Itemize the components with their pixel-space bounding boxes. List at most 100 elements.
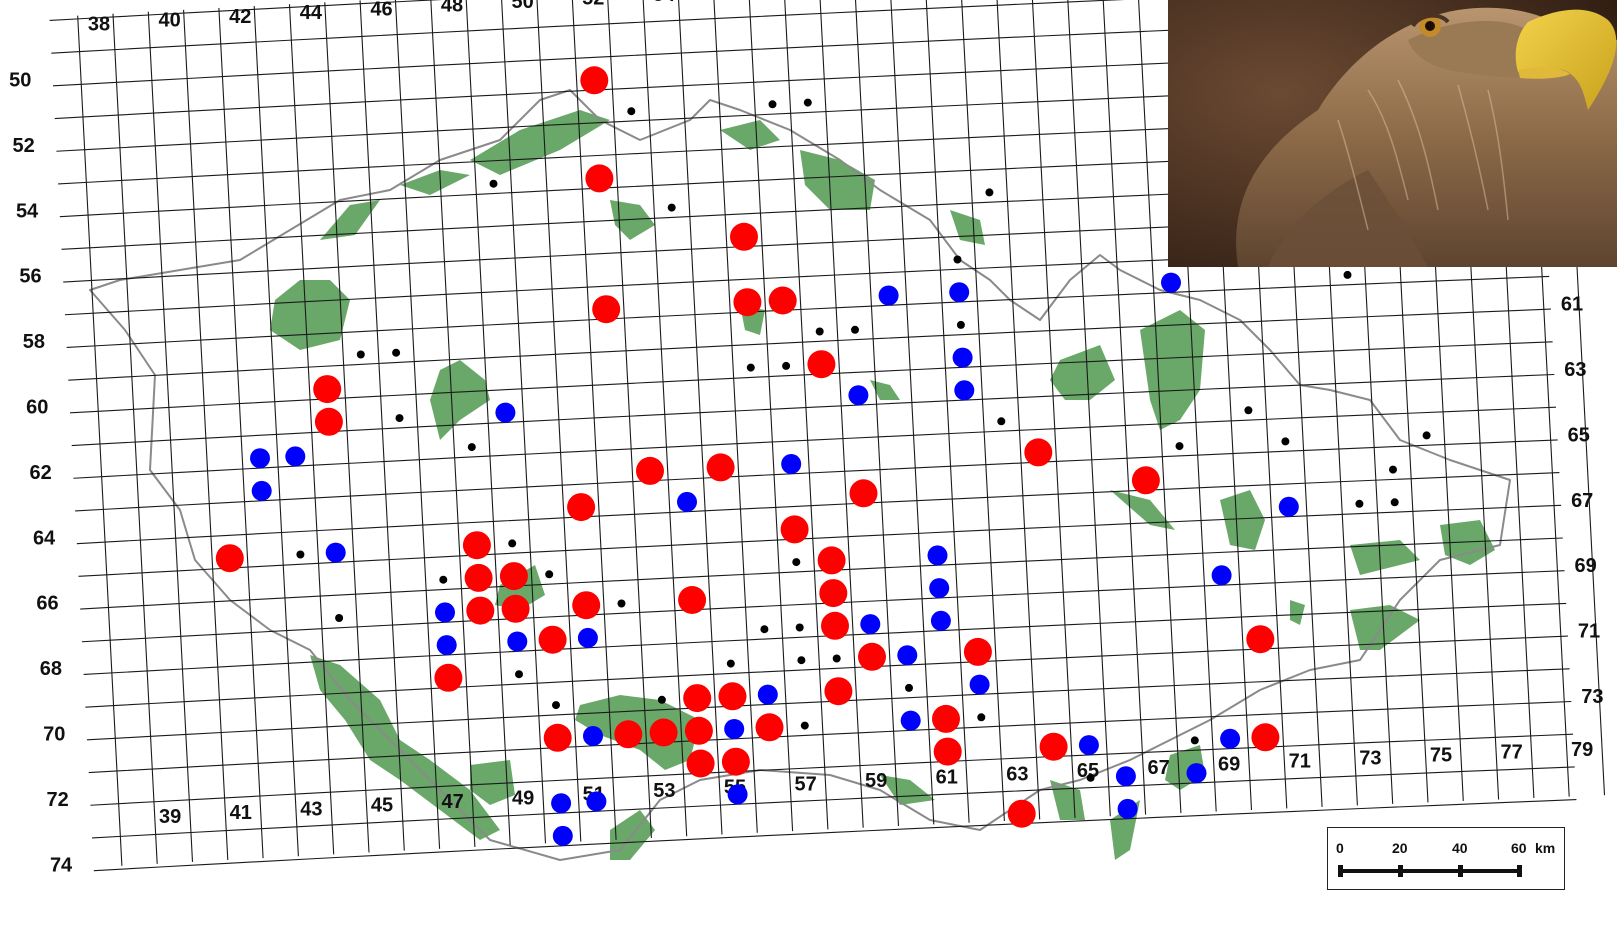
red-record-dot bbox=[819, 579, 848, 608]
grid-line bbox=[748, 0, 794, 832]
column-label: 45 bbox=[371, 795, 393, 817]
grid-line bbox=[1031, 0, 1076, 818]
black-record-dot bbox=[467, 443, 476, 452]
grid-line bbox=[90, 733, 1574, 806]
blue-record-dot bbox=[436, 635, 457, 656]
blue-record-dot bbox=[724, 719, 745, 739]
scale-bar: 0 20 40 60 km bbox=[1327, 827, 1565, 890]
blue-record-dot bbox=[1161, 272, 1181, 293]
column-label: 79 bbox=[1571, 739, 1593, 761]
black-record-dot bbox=[1281, 437, 1290, 446]
row-label: 50 bbox=[9, 70, 31, 92]
protected-area bbox=[1110, 490, 1175, 530]
blue-record-dot bbox=[952, 347, 973, 368]
black-record-dot bbox=[1355, 499, 1364, 508]
grid-line bbox=[642, 0, 688, 837]
grid-line bbox=[81, 570, 1565, 643]
column-label: 46 bbox=[370, 0, 392, 20]
red-record-dot bbox=[849, 479, 878, 508]
blue-record-dot bbox=[927, 545, 948, 566]
grid-line bbox=[86, 668, 1570, 741]
red-record-dot bbox=[768, 286, 797, 315]
protected-area bbox=[1290, 600, 1305, 625]
grid-line bbox=[1067, 0, 1111, 817]
column-label: 75 bbox=[1430, 745, 1452, 767]
blue-record-dot bbox=[1220, 728, 1241, 749]
black-record-dot bbox=[760, 625, 769, 634]
blue-record-dot bbox=[435, 602, 455, 623]
grid-line bbox=[571, 0, 617, 840]
blue-record-dot bbox=[781, 454, 802, 474]
blue-record-dot bbox=[325, 542, 346, 563]
blue-record-dot bbox=[727, 784, 748, 805]
eagle-photo bbox=[1168, 0, 1617, 267]
blue-record-dot bbox=[551, 793, 572, 814]
grid-line bbox=[49, 0, 443, 22]
grid-line bbox=[288, 4, 335, 855]
grid-labels: 38 40 42 44 46 48 50 52 54 56 58 60 62 64 66 68 39 41 43 45… bbox=[9, 0, 1603, 876]
blue-record-dot bbox=[552, 825, 573, 846]
grid-line bbox=[80, 537, 1563, 610]
black-record-dot bbox=[1390, 498, 1399, 507]
grid-line bbox=[536, 0, 582, 842]
column-label: 43 bbox=[300, 798, 322, 820]
row-label: 62 bbox=[30, 462, 52, 484]
black-record-dot bbox=[617, 599, 626, 608]
red-record-dot bbox=[683, 684, 712, 713]
black-record-dot bbox=[667, 203, 676, 212]
black-record-dot bbox=[803, 98, 812, 107]
blue-record-dot bbox=[1186, 763, 1207, 784]
protected-area bbox=[1350, 540, 1420, 575]
grid-line bbox=[78, 504, 1562, 577]
black-record-dot bbox=[1343, 270, 1352, 279]
red-record-dot bbox=[932, 704, 960, 733]
grid-line bbox=[93, 799, 1577, 872]
red-record-dot bbox=[1039, 732, 1068, 761]
red-record-dot bbox=[858, 642, 886, 671]
black-record-dot bbox=[335, 614, 344, 622]
scale-line bbox=[1340, 869, 1520, 873]
row-label: 71 bbox=[1578, 621, 1600, 643]
row-label: 52 bbox=[13, 135, 35, 157]
blue-record-dot bbox=[930, 610, 951, 631]
grid-line bbox=[1102, 0, 1147, 815]
column-label: 48 bbox=[441, 0, 463, 17]
blue-record-dot bbox=[900, 710, 921, 731]
protected-area bbox=[1440, 520, 1495, 565]
scale-tick bbox=[1517, 865, 1522, 877]
grid-line bbox=[925, 0, 970, 823]
column-label: 59 bbox=[865, 770, 887, 792]
protected-area bbox=[1050, 345, 1115, 400]
blue-record-dot bbox=[860, 614, 881, 635]
grid-line bbox=[88, 700, 1572, 774]
black-record-dot bbox=[815, 327, 824, 336]
row-label: 66 bbox=[36, 593, 58, 615]
red-record-dot bbox=[567, 493, 596, 522]
black-record-dot bbox=[1422, 431, 1431, 440]
red-record-dot bbox=[824, 677, 853, 706]
black-record-dot bbox=[905, 683, 913, 692]
column-label: 61 bbox=[936, 767, 958, 789]
scale-tick bbox=[1338, 865, 1343, 877]
column-label: 73 bbox=[1359, 748, 1381, 770]
grid-line bbox=[92, 766, 1575, 839]
column-label: 52 bbox=[582, 0, 604, 10]
blue-record-dot bbox=[285, 446, 306, 467]
protected-area bbox=[310, 655, 500, 840]
protected-area bbox=[880, 775, 935, 805]
red-record-dot bbox=[1007, 799, 1036, 828]
grid-line bbox=[76, 472, 1560, 545]
blue-record-dot bbox=[878, 285, 899, 306]
black-record-dot bbox=[552, 701, 560, 710]
blue-record-dot bbox=[929, 578, 950, 599]
row-label: 58 bbox=[23, 331, 45, 353]
column-label: 69 bbox=[1218, 754, 1240, 776]
grid-line bbox=[66, 275, 1550, 349]
grid-line bbox=[784, 0, 829, 830]
red-record-dot bbox=[649, 718, 678, 747]
column-label: 38 bbox=[88, 13, 110, 35]
blue-record-dot bbox=[250, 448, 270, 469]
row-label: 65 bbox=[1568, 424, 1590, 446]
scale-label-40: 40 bbox=[1452, 840, 1468, 856]
blue-record-dot bbox=[848, 385, 869, 406]
